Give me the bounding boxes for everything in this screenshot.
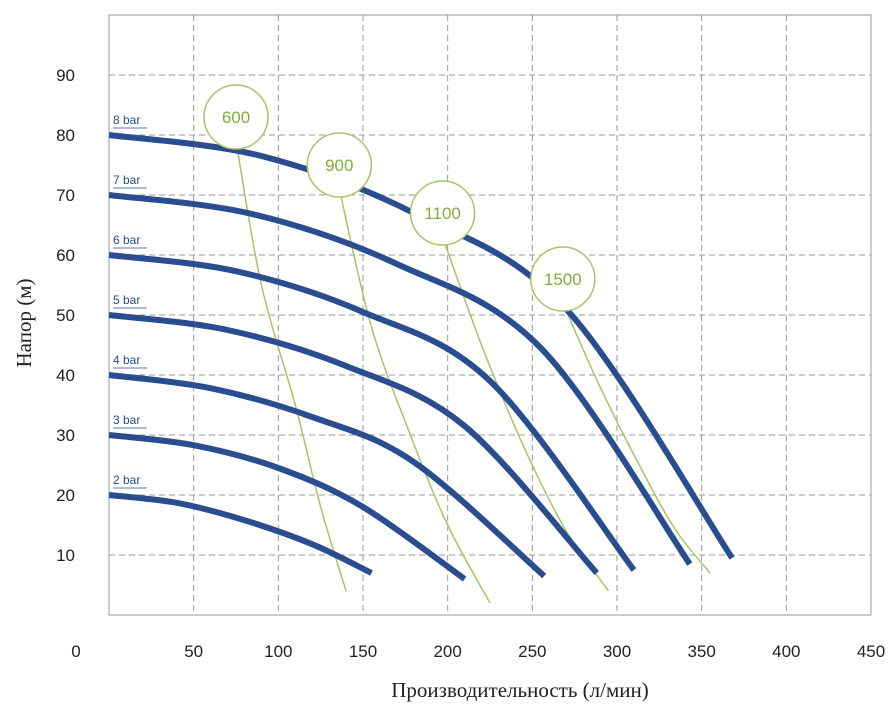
y-tick-label: 50 xyxy=(56,306,75,325)
x-axis-title: Производительность (л/мин) xyxy=(391,678,649,702)
x-tick-label: 100 xyxy=(264,642,292,661)
rpm-label: 1500 xyxy=(544,270,582,289)
rpm-marker-circle xyxy=(530,246,596,312)
series-label: 5 bar xyxy=(113,293,140,307)
y-tick-label: 70 xyxy=(56,186,75,205)
x-tick-label: 450 xyxy=(857,642,885,661)
x-tick-label: 350 xyxy=(687,642,715,661)
grid xyxy=(108,14,872,616)
series-label: 8 bar xyxy=(113,113,140,127)
tick-labels: 0 50 100 150 200 250 300 350 400 450 10 20 30 40 50 60 7… xyxy=(56,66,885,661)
rpm-label: 900 xyxy=(325,156,353,175)
y-tick-label: 10 xyxy=(56,546,75,565)
series-label: 4 bar xyxy=(113,353,140,367)
x-tick-label: 300 xyxy=(603,642,631,661)
y-tick-label: 30 xyxy=(56,426,75,445)
pressure-curve xyxy=(108,432,467,582)
rpm-curve-1500 xyxy=(562,302,711,574)
y-axis-title: Напор (м) xyxy=(12,279,36,368)
y-tick-label: 60 xyxy=(56,246,75,265)
pressure-curve xyxy=(108,372,547,579)
x-tick-label: 400 xyxy=(772,642,800,661)
rpm-marker-circle xyxy=(203,84,269,150)
rpm-curve-900 xyxy=(338,188,491,604)
pressure-curve xyxy=(108,252,637,572)
rpm-label: 600 xyxy=(222,108,250,127)
x-tick-label: 250 xyxy=(518,642,546,661)
y-tick-label: 20 xyxy=(56,486,75,505)
x-tick-label: 50 xyxy=(184,642,203,661)
rpm-marker-circle xyxy=(306,132,373,198)
pressure-curve xyxy=(108,492,373,576)
rpm-curve-600 xyxy=(235,140,347,592)
pressure-curves xyxy=(108,132,735,582)
pressure-curve xyxy=(108,312,599,576)
y-tick-label: 90 xyxy=(56,66,75,85)
x-tick-label: 150 xyxy=(349,642,377,661)
y-tick-label: 80 xyxy=(56,126,75,145)
rpm-marker-circle xyxy=(409,180,476,246)
x-tick-label: 200 xyxy=(433,642,461,661)
series-label: 6 bar xyxy=(113,233,140,247)
rpm-markers: 600 900 1100 1500 xyxy=(203,84,596,312)
rpm-label: 1100 xyxy=(424,204,461,223)
pressure-curve xyxy=(108,192,693,566)
y-tick-label: 40 xyxy=(56,366,75,385)
pressure-labels: 2 bar 3 bar 4 bar 5 bar 6 bar 7 bar 8 bar xyxy=(113,113,147,489)
series-label: 7 bar xyxy=(113,173,140,187)
series-label: 2 bar xyxy=(113,473,140,487)
x-tick-label: 0 xyxy=(71,642,80,661)
series-label: 3 bar xyxy=(113,413,140,427)
